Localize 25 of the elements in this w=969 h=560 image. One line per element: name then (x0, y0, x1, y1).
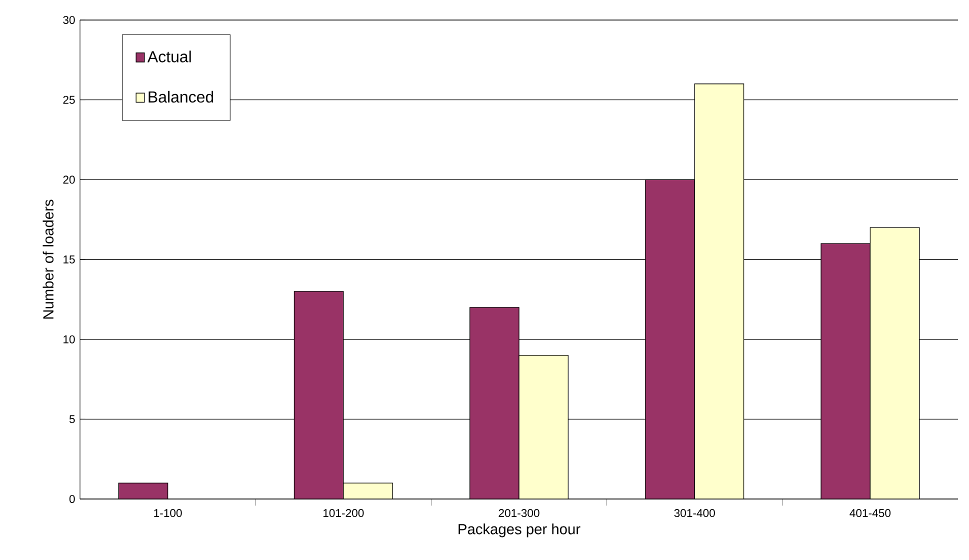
y-tick-label: 0 (69, 494, 75, 504)
bar (118, 482, 168, 499)
y-axis-title: Number of loaders (42, 200, 54, 319)
bar (294, 291, 344, 499)
bar (469, 307, 520, 499)
bar (820, 243, 871, 499)
bar (343, 482, 393, 499)
bar (645, 179, 695, 499)
x-axis-title: Packages per hour (458, 524, 580, 538)
y-tick-label: 30 (63, 16, 75, 24)
x-tick-label: 301-400 (674, 509, 715, 518)
bar (694, 84, 744, 499)
x-tick-label: 401-450 (850, 509, 891, 518)
y-tick-label: 5 (69, 415, 75, 424)
legend-label: Balanced (148, 90, 214, 103)
y-tick-label: 15 (64, 256, 75, 264)
y-tick-label: 20 (63, 176, 75, 184)
x-tick-label: 101-200 (323, 509, 364, 518)
y-tick-label: 10 (64, 335, 75, 344)
y-tick-label: 25 (63, 96, 75, 104)
x-tick-label: 201-300 (498, 509, 540, 518)
bar (518, 354, 569, 499)
bar (870, 227, 920, 499)
x-tick-label: 1-100 (154, 509, 182, 518)
legend-label: Actual (147, 50, 191, 62)
